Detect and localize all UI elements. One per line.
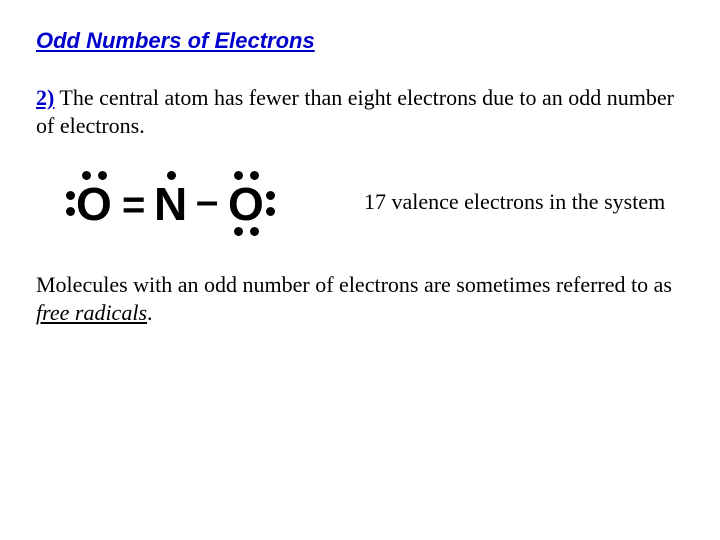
double-bond: =: [122, 185, 145, 225]
closing-term: free radicals: [36, 300, 147, 325]
item-number: 2): [36, 85, 54, 110]
electron-dot-icon: [98, 171, 107, 180]
lewis-diagram: O = N – O: [54, 157, 354, 247]
single-bond: –: [196, 181, 218, 221]
electron-dot-icon: [234, 227, 243, 236]
content-row: O = N – O 17 valence electrons in the sy…: [36, 157, 684, 247]
intro-text: The central atom has fewer than eight el…: [36, 85, 674, 138]
atom-oxygen-right: O: [228, 181, 264, 227]
atom-nitrogen: N: [154, 181, 187, 227]
diagram-caption: 17 valence electrons in the system: [356, 188, 665, 216]
slide-body: Odd Numbers of Electrons 2) The central …: [0, 0, 720, 326]
electron-dot-icon: [234, 171, 243, 180]
lewis-diagram-wrap: O = N – O: [36, 157, 356, 247]
electron-dot-icon: [167, 171, 176, 180]
intro-paragraph: 2) The central atom has fewer than eight…: [36, 84, 684, 139]
closing-post: .: [147, 300, 153, 325]
electron-dot-icon: [250, 171, 259, 180]
electron-dot-icon: [66, 191, 75, 200]
atom-oxygen-left: O: [76, 181, 112, 227]
electron-dot-icon: [66, 207, 75, 216]
electron-dot-icon: [266, 207, 275, 216]
electron-dot-icon: [250, 227, 259, 236]
closing-paragraph: Molecules with an odd number of electron…: [36, 271, 684, 326]
electron-dot-icon: [82, 171, 91, 180]
section-heading: Odd Numbers of Electrons: [36, 28, 684, 54]
closing-pre: Molecules with an odd number of electron…: [36, 272, 672, 297]
electron-dot-icon: [266, 191, 275, 200]
